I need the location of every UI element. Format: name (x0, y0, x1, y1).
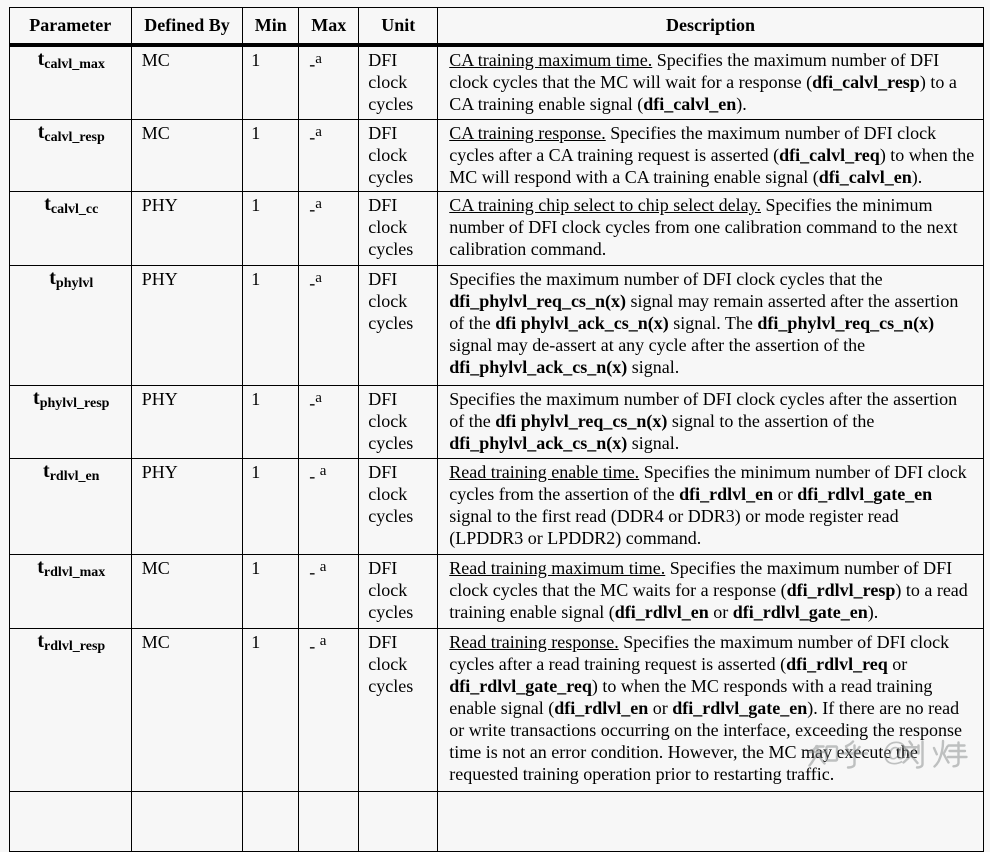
svg-text:@: @ (882, 737, 908, 767)
